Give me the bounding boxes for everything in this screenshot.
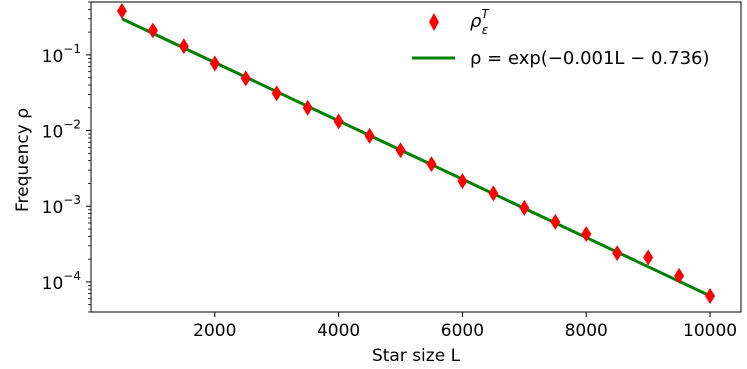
scatter-point [333,113,344,130]
legend-scatter-marker [429,13,439,31]
axes-frame [90,1,742,313]
scatter-point [612,245,623,262]
scatter-point [271,85,282,102]
scatter-point [643,249,654,266]
plot-series [116,3,716,305]
legend-line-label: ρ = exp(−0.001L − 0.736) [470,48,710,69]
scatter-point [395,142,406,159]
plot-area-border [90,1,742,313]
x-tick-label: 10000 [683,321,737,341]
y-tick-label: 10−3 [42,193,81,218]
scatter-point [519,199,530,216]
scatter-point [364,127,375,144]
y-axis-ticks: 10−1 10−2 10−3 10−4 [42,1,91,313]
fit-line [121,17,711,298]
scatter-point [674,267,685,284]
scatter-point [240,70,251,87]
y-tick-label: 10−4 [42,269,81,294]
scatter-point [550,213,561,230]
y-axis-label: Frequency ρ [13,108,33,212]
legend-frame [405,4,735,76]
x-tick-label: 6000 [441,321,484,341]
scatter-point [178,38,189,55]
legend: ρT ε ρ = exp(−0.001L − 0.736) [405,4,735,76]
legend-scatter-label: ρT ε [470,7,490,37]
scatter-point [147,22,158,39]
scatter-point [426,156,437,173]
scatter-point [705,288,716,305]
x-axis-ticks: 2000 4000 6000 8000 10000 [193,312,737,341]
scatter-point [116,3,127,20]
scatter-point [488,185,499,202]
x-axis-label: Star size L [372,346,461,366]
y-tick-label: 10−1 [42,42,81,67]
x-tick-label: 2000 [193,321,236,341]
scatter-point [209,55,220,72]
x-tick-label: 8000 [565,321,608,341]
y-tick-label: 10−2 [42,118,81,143]
scatter-point [581,225,592,242]
x-tick-label: 4000 [317,321,360,341]
scatter-point [457,173,468,190]
scatter-point [302,99,313,116]
